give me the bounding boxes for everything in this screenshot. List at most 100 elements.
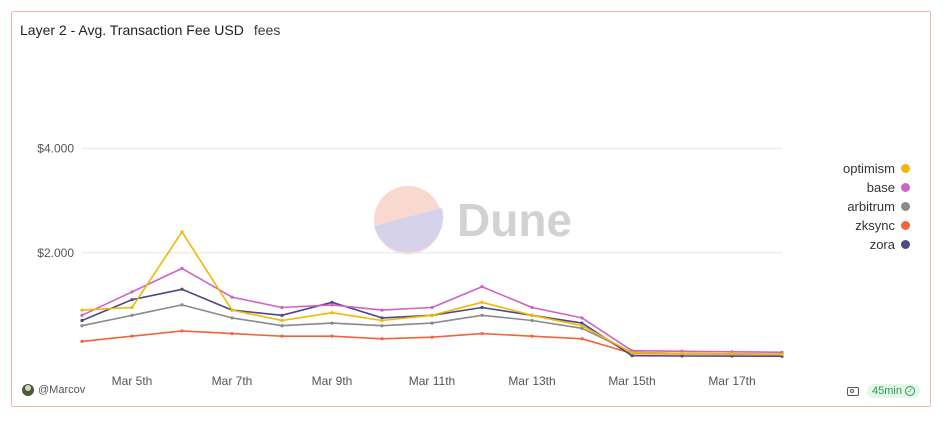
series-lines	[80, 230, 784, 358]
legend-item-zora[interactable]: zora	[869, 237, 910, 252]
series-line-arbitrum	[81, 304, 783, 355]
data-point-arbitrum	[530, 318, 534, 323]
legend-label: zksync	[855, 218, 895, 233]
data-point-arbitrum	[330, 321, 334, 325]
data-point-zora	[630, 354, 634, 358]
y-tick-label: $2.000	[37, 246, 74, 260]
author[interactable]: @Marcov	[22, 384, 85, 396]
data-point-optimism	[80, 308, 84, 312]
data-point-zora	[330, 300, 334, 304]
x-tick-label: Mar 5th	[112, 374, 153, 388]
data-point-base	[130, 290, 134, 294]
data-point-zksync	[80, 339, 84, 343]
legend: optimism base arbitrum zksync zora	[842, 161, 910, 252]
legend-item-arbitrum[interactable]: arbitrum	[847, 199, 910, 214]
data-point-arbitrum	[230, 316, 234, 320]
data-point-optimism	[230, 308, 234, 312]
data-point-arbitrum	[180, 303, 184, 307]
data-point-zora	[280, 313, 284, 317]
data-point-zksync	[230, 331, 234, 336]
data-point-optimism	[730, 352, 734, 356]
data-point-zksync	[530, 334, 534, 338]
data-point-base	[230, 295, 234, 299]
data-point-arbitrum	[380, 324, 384, 328]
data-point-optimism	[530, 313, 534, 317]
data-point-zora	[80, 318, 84, 323]
data-point-zora	[730, 354, 734, 358]
x-tick-label: Mar 13th	[508, 374, 555, 388]
watermark-logo-shade	[374, 208, 444, 253]
data-point-optimism	[780, 352, 784, 356]
x-tick-label: Mar 15th	[608, 374, 655, 388]
refresh-badge[interactable]: 45min ✓	[867, 384, 920, 398]
dune-watermark: Dune	[374, 186, 572, 254]
legend-swatch	[901, 240, 910, 249]
data-point-optimism	[580, 324, 584, 328]
data-point-optimism	[630, 351, 634, 355]
data-point-arbitrum	[280, 324, 284, 328]
data-point-optimism	[380, 318, 384, 323]
data-point-zora	[580, 321, 584, 325]
legend-item-zksync[interactable]: zksync	[855, 218, 910, 233]
x-tick-label: Mar 7th	[212, 374, 253, 388]
data-point-base	[430, 305, 434, 310]
chart-header: Layer 2 - Avg. Transaction Fee USD fees	[20, 22, 280, 38]
legend-label: optimism	[842, 161, 895, 176]
author-name: @Marcov	[38, 384, 86, 396]
x-tick-label: Mar 11th	[409, 374, 455, 388]
legend-item-optimism[interactable]: optimism	[842, 161, 910, 176]
data-point-zora	[380, 316, 384, 320]
x-tick-label: Mar 9th	[312, 374, 353, 388]
data-point-arbitrum	[430, 321, 434, 325]
legend-item-base[interactable]: base	[866, 180, 910, 195]
camera-icon[interactable]	[847, 386, 860, 396]
x-tick-label: Mar 17th	[708, 374, 755, 388]
data-point-zora	[680, 354, 684, 358]
data-point-optimism	[280, 318, 284, 323]
data-point-optimism	[680, 351, 684, 355]
x-axis: Mar 5th Mar 7th Mar 9th Mar 11th Mar 13th Mar…	[112, 374, 756, 388]
data-point-optimism	[430, 313, 434, 317]
data-point-arbitrum	[580, 326, 584, 330]
legend-swatch	[901, 183, 910, 192]
data-point-base	[580, 316, 584, 320]
data-point-base	[380, 308, 384, 312]
legend-label: base	[866, 180, 895, 195]
data-point-arbitrum	[80, 324, 84, 328]
data-point-optimism	[130, 305, 134, 310]
data-point-zksync	[180, 329, 184, 333]
legend-label: zora	[869, 237, 895, 252]
chart-subtitle: fees	[253, 22, 281, 38]
data-point-zksync	[430, 335, 434, 339]
data-point-arbitrum	[480, 313, 484, 317]
grid-lines	[82, 148, 782, 254]
legend-swatch	[901, 221, 910, 230]
data-point-zksync	[480, 331, 484, 336]
data-point-optimism	[180, 230, 184, 234]
y-axis: $2.000 $4.000	[37, 142, 74, 260]
data-point-zksync	[280, 334, 284, 338]
data-point-zksync	[330, 334, 334, 338]
data-point-base	[480, 285, 484, 289]
footer-actions: 45min ✓	[847, 384, 920, 398]
y-tick-label: $4.000	[37, 142, 74, 156]
legend-label: arbitrum	[847, 199, 895, 214]
series-line-base	[81, 267, 783, 354]
legend-swatch	[901, 202, 910, 211]
data-point-optimism	[330, 311, 334, 315]
data-point-arbitrum	[130, 313, 134, 317]
data-point-zora	[180, 287, 184, 291]
data-point-base	[530, 305, 534, 310]
chart-card: Layer 2 - Avg. Transaction Fee USD fees …	[11, 11, 931, 407]
avatar	[22, 384, 34, 396]
data-point-zksync	[580, 337, 584, 341]
refresh-label: 45min	[872, 385, 902, 397]
data-point-base	[330, 303, 334, 307]
data-point-base	[280, 305, 284, 310]
chart-title: Layer 2 - Avg. Transaction Fee USD	[20, 22, 244, 38]
data-point-zora	[130, 298, 134, 302]
watermark-text: Dune	[457, 194, 572, 246]
data-point-zksync	[380, 337, 384, 341]
data-point-base	[180, 266, 184, 271]
legend-swatch	[901, 164, 910, 173]
